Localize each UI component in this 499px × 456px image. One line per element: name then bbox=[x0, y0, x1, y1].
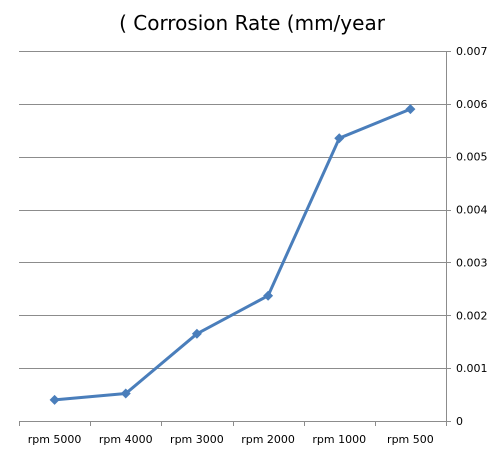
data-point-marker bbox=[334, 133, 345, 144]
x-tick-label: rpm 4000 bbox=[99, 433, 153, 446]
y-axis-tick-labels: 0 0.001 0.002 0.003 0.004 0.005 0.006 0.007 bbox=[456, 45, 488, 428]
x-tick-label: rpm 5000 bbox=[28, 433, 82, 446]
series-line bbox=[53, 107, 412, 402]
data-point-marker bbox=[49, 394, 60, 405]
y-tick-label: 0 bbox=[456, 415, 463, 428]
data-point-marker bbox=[120, 388, 131, 399]
y-tick-label: 0.007 bbox=[456, 45, 488, 58]
axes bbox=[19, 51, 451, 426]
data-point-marker bbox=[191, 328, 202, 339]
data-point-marker bbox=[263, 290, 274, 301]
x-tick-label: rpm 3000 bbox=[170, 433, 224, 446]
x-tick-label: rpm 1000 bbox=[312, 433, 366, 446]
chart-title: ( Corrosion Rate (mm/year bbox=[119, 11, 386, 35]
y-tick-label: 0.001 bbox=[456, 362, 488, 375]
y-tick-label: 0.005 bbox=[456, 151, 488, 164]
y-tick-label: 0.002 bbox=[456, 309, 488, 322]
y-tick-label: 0.003 bbox=[456, 256, 488, 269]
series bbox=[49, 104, 416, 405]
y-tick-label: 0.006 bbox=[456, 98, 488, 111]
x-tick-label: rpm 500 bbox=[387, 433, 434, 446]
x-axis-tick-labels: rpm 5000 rpm 4000 rpm 3000 rpm 2000 rpm 1000… bbox=[28, 433, 434, 446]
data-point-marker bbox=[405, 104, 416, 115]
y-tick-label: 0.004 bbox=[456, 204, 488, 217]
x-tick-label: rpm 2000 bbox=[241, 433, 295, 446]
gridlines bbox=[19, 51, 446, 369]
